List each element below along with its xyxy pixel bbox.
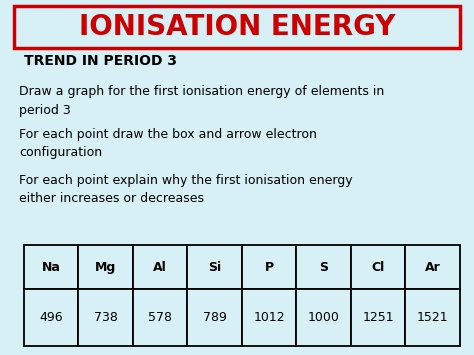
- Bar: [405, 245, 460, 289]
- Bar: [24, 245, 78, 289]
- Bar: [296, 289, 351, 346]
- Bar: [133, 245, 187, 289]
- Bar: [24, 289, 78, 346]
- Text: Mg: Mg: [95, 261, 116, 274]
- Bar: [242, 245, 296, 289]
- Bar: [78, 289, 133, 346]
- Bar: [296, 245, 351, 289]
- Text: 1251: 1251: [362, 311, 394, 324]
- Text: 738: 738: [93, 311, 118, 324]
- Text: Al: Al: [153, 261, 167, 274]
- Bar: [133, 289, 187, 346]
- Text: 578: 578: [148, 311, 172, 324]
- Bar: [187, 245, 242, 289]
- Text: S: S: [319, 261, 328, 274]
- Text: Na: Na: [42, 261, 60, 274]
- Bar: [14, 6, 460, 48]
- Text: Draw a graph for the first ionisation energy of elements in
period 3: Draw a graph for the first ionisation en…: [19, 85, 384, 117]
- Bar: [242, 289, 296, 346]
- Text: IONISATION ENERGY: IONISATION ENERGY: [79, 13, 395, 41]
- Bar: [405, 289, 460, 346]
- Text: Si: Si: [208, 261, 221, 274]
- Text: TREND IN PERIOD 3: TREND IN PERIOD 3: [24, 54, 177, 68]
- Text: Ar: Ar: [425, 261, 440, 274]
- Text: 1521: 1521: [417, 311, 448, 324]
- Text: 1000: 1000: [308, 311, 339, 324]
- Bar: [351, 245, 405, 289]
- Text: For each point draw the box and arrow electron
configuration: For each point draw the box and arrow el…: [19, 128, 317, 159]
- Text: 789: 789: [202, 311, 227, 324]
- Text: 496: 496: [39, 311, 63, 324]
- Text: 1012: 1012: [253, 311, 285, 324]
- Bar: [351, 289, 405, 346]
- Text: For each point explain why the first ionisation energy
either increases or decre: For each point explain why the first ion…: [19, 174, 353, 206]
- Bar: [187, 289, 242, 346]
- Text: Cl: Cl: [372, 261, 384, 274]
- Bar: [78, 245, 133, 289]
- Text: P: P: [264, 261, 273, 274]
